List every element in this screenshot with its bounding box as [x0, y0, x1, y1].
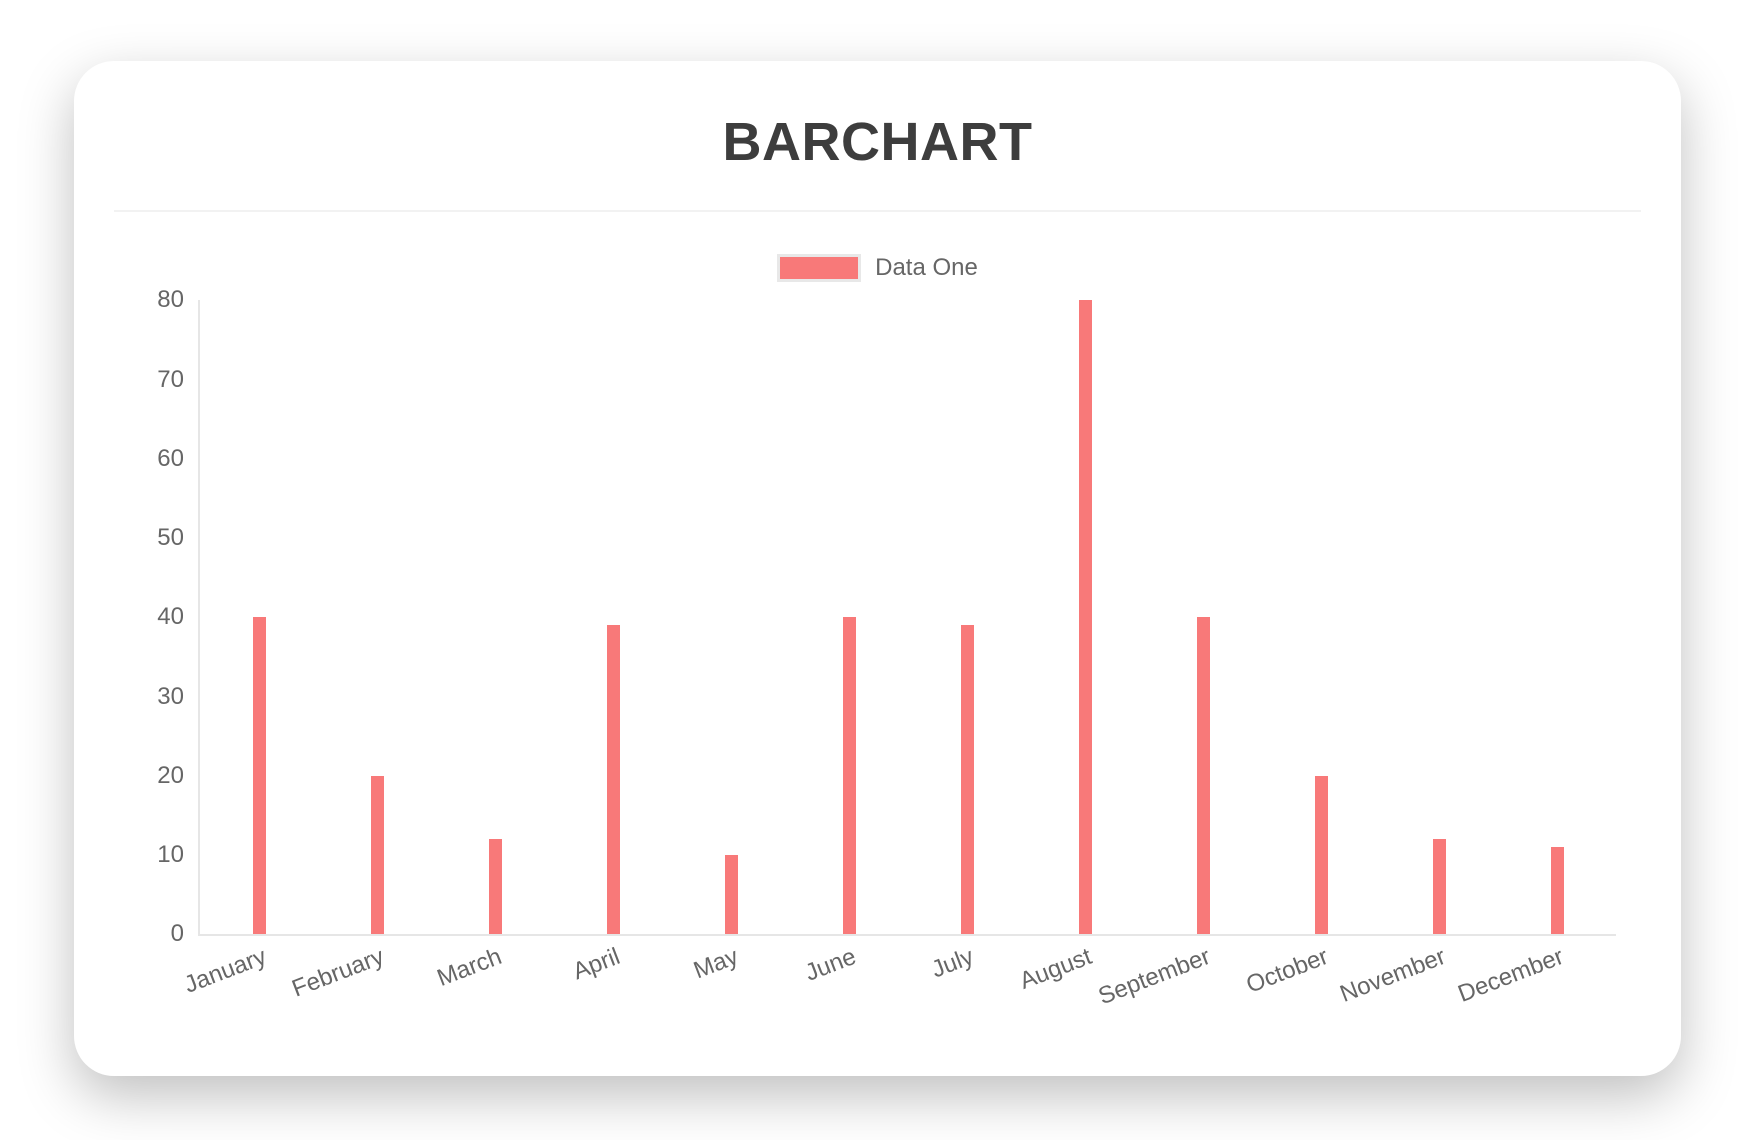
chart-title: BARCHART	[722, 112, 1033, 172]
y-tick-label-40: 40	[157, 603, 184, 631]
y-tick-label-10: 10	[157, 841, 184, 869]
bar-september[interactable]	[1196, 617, 1210, 935]
x-tick-label-june: June	[801, 943, 860, 988]
y-tick-label-30: 30	[157, 682, 184, 710]
title-divider	[114, 210, 1641, 213]
x-tick-label-july: July	[928, 943, 978, 984]
y-tick-label-60: 60	[157, 444, 184, 472]
bar-august[interactable]	[1078, 300, 1092, 935]
x-axis-baseline	[198, 934, 1616, 937]
bar-november[interactable]	[1432, 839, 1446, 935]
legend-label: Data One	[875, 254, 978, 282]
bar-july[interactable]	[960, 625, 974, 935]
plot-area: 0 10 20 30 40 50 60 70 80 January February March Apr…	[157, 286, 1616, 1011]
chart-card: BARCHART Data One 0 10 20 30 40 50 60 70 80 Janua…	[74, 61, 1681, 1076]
y-tick-label-0: 0	[170, 920, 184, 948]
y-tick-label-70: 70	[157, 365, 184, 393]
bar-december[interactable]	[1550, 847, 1564, 935]
x-tick-label-april: April	[569, 943, 624, 986]
x-tick-label-march: March	[433, 943, 506, 993]
x-tick-label-may: May	[689, 943, 742, 985]
legend-item-data-one[interactable]: Data One	[74, 254, 1681, 283]
bar-january[interactable]	[252, 617, 266, 935]
y-tick-label-50: 50	[157, 524, 184, 552]
x-tick-label-october: October	[1242, 943, 1332, 1000]
x-tick-label-august: August	[1016, 943, 1096, 996]
y-tick-label-20: 20	[157, 761, 184, 789]
bar-march[interactable]	[488, 839, 502, 935]
bar-april[interactable]	[606, 625, 620, 935]
x-tick-label-september: September	[1094, 943, 1214, 1011]
y-axis-line	[198, 300, 200, 935]
y-tick-label-80: 80	[157, 286, 184, 314]
x-tick-label-november: November	[1336, 943, 1450, 1009]
legend-swatch	[777, 254, 862, 283]
bar-may[interactable]	[724, 855, 738, 935]
bar-june[interactable]	[842, 617, 856, 935]
bar-february[interactable]	[370, 775, 384, 935]
bar-october[interactable]	[1314, 775, 1328, 935]
x-tick-label-february: February	[288, 943, 388, 1003]
x-tick-label-january: January	[180, 943, 270, 1000]
x-tick-label-december: December	[1454, 943, 1568, 1009]
